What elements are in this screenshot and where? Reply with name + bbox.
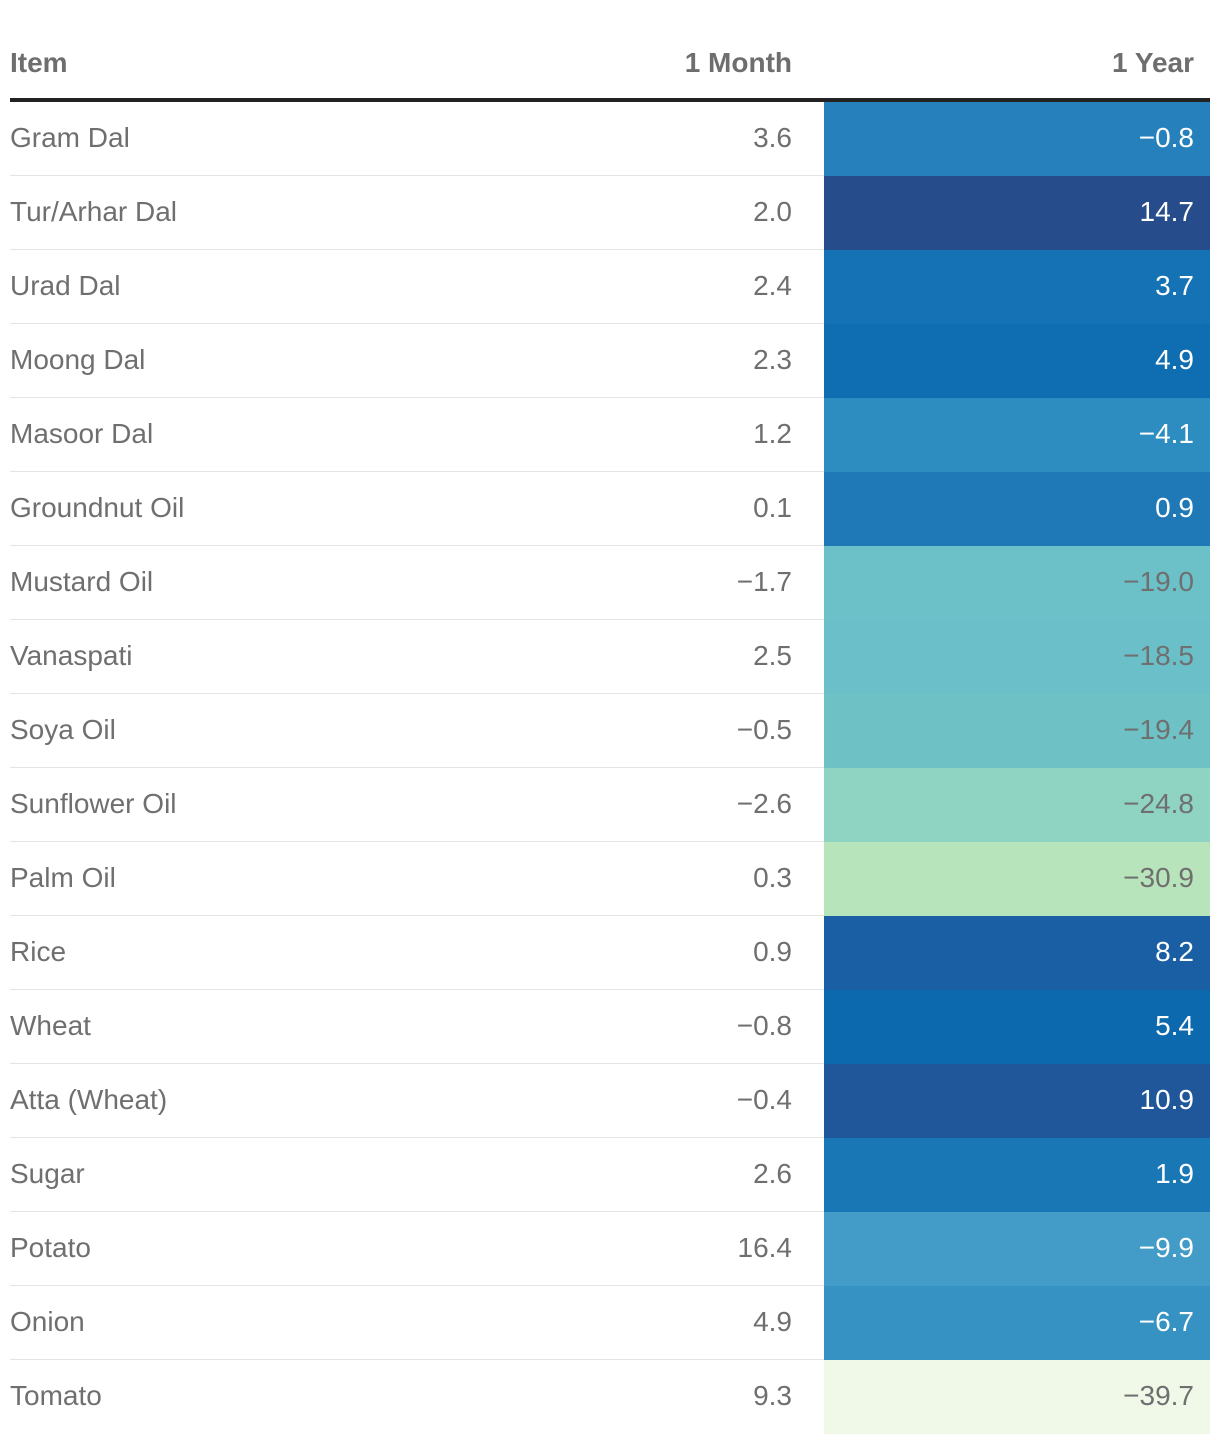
- table-row: Palm Oil 0.3 −30.9: [10, 842, 1210, 916]
- column-header-1-month: 1 Month: [684, 47, 792, 78]
- cell-1-month-value: 2.6: [753, 1158, 792, 1189]
- cell-1-year-value: 1.9: [824, 1138, 1210, 1212]
- table-row: Atta (Wheat) −0.4 10.9: [10, 1064, 1210, 1138]
- cell-item-name: Sugar: [10, 1158, 85, 1189]
- cell-1-year-value: 14.7: [824, 176, 1210, 250]
- cell-1-month-value: 2.4: [753, 270, 792, 301]
- cell-1-month-value: 9.3: [753, 1380, 792, 1411]
- cell-item-name: Mustard Oil: [10, 566, 154, 597]
- table-row: Rice 0.9 8.2: [10, 916, 1210, 990]
- cell-item-name: Onion: [10, 1306, 85, 1337]
- cell-1-year-value: −9.9: [824, 1212, 1210, 1286]
- table-row: Tur/Arhar Dal 2.0 14.7: [10, 176, 1210, 250]
- cell-1-month-value: 1.2: [753, 418, 792, 449]
- table-row: Masoor Dal 1.2 −4.1: [10, 398, 1210, 472]
- column-header-1-year: 1 Year: [1111, 47, 1194, 78]
- cell-item-name: Wheat: [10, 1010, 91, 1041]
- cell-1-year-value: 10.9: [824, 1064, 1210, 1138]
- cell-1-month-value: 2.3: [753, 344, 792, 375]
- cell-1-year-value: −6.7: [824, 1286, 1210, 1360]
- cell-item-name: Gram Dal: [10, 122, 130, 153]
- price-change-table: Item 1 Month 1 Year Gram Dal 3.6 −0.8 Tur/A…: [10, 0, 1210, 1434]
- cell-1-year-value: 0.9: [824, 472, 1210, 546]
- table-row: Sunflower Oil −2.6 −24.8: [10, 768, 1210, 842]
- cell-1-year-value: −30.9: [824, 842, 1210, 916]
- cell-1-month-value: 0.1: [753, 492, 792, 523]
- cell-item-name: Soya Oil: [10, 714, 116, 745]
- cell-1-year-value: 8.2: [824, 916, 1210, 990]
- cell-1-month-value: 0.9: [753, 936, 792, 967]
- cell-1-year-value: −24.8: [824, 768, 1210, 842]
- cell-item-name: Tomato: [10, 1380, 102, 1411]
- cell-item-name: Masoor Dal: [10, 418, 154, 449]
- cell-1-month-value: 16.4: [737, 1232, 793, 1263]
- cell-item-name: Urad Dal: [10, 270, 121, 301]
- cell-1-month-value: 4.9: [753, 1306, 792, 1337]
- cell-1-month-value: 2.5: [753, 640, 792, 671]
- cell-1-month-value: −1.7: [736, 566, 792, 597]
- cell-item-name: Groundnut Oil: [10, 492, 185, 523]
- cell-1-month-value: −0.5: [736, 714, 792, 745]
- cell-item-name: Atta (Wheat): [10, 1084, 168, 1115]
- cell-item-name: Tur/Arhar Dal: [10, 196, 178, 227]
- table-row: Tomato 9.3 −39.7: [10, 1360, 1210, 1434]
- table-row: Moong Dal 2.3 4.9: [10, 324, 1210, 398]
- table-header: Item 1 Month 1 Year: [10, 0, 1210, 102]
- cell-1-month-value: −0.4: [736, 1084, 792, 1115]
- cell-item-name: Potato: [10, 1232, 91, 1263]
- table-row: Urad Dal 2.4 3.7: [10, 250, 1210, 324]
- table-row: Groundnut Oil 0.1 0.9: [10, 472, 1210, 546]
- cell-1-year-value: 3.7: [824, 250, 1210, 324]
- cell-item-name: Vanaspati: [10, 640, 133, 671]
- table-row: Gram Dal 3.6 −0.8: [10, 102, 1210, 176]
- cell-1-month-value: 2.0: [753, 196, 792, 227]
- cell-1-year-value: 4.9: [824, 324, 1210, 398]
- table-row: Wheat −0.8 5.4: [10, 990, 1210, 1064]
- cell-item-name: Sunflower Oil: [10, 788, 177, 819]
- cell-item-name: Moong Dal: [10, 344, 146, 375]
- table-row: Mustard Oil −1.7 −19.0: [10, 546, 1210, 620]
- cell-1-year-value: −0.8: [824, 102, 1210, 176]
- table-row: Vanaspati 2.5 −18.5: [10, 620, 1210, 694]
- cell-item-name: Rice: [10, 936, 67, 967]
- cell-1-year-value: −19.0: [824, 546, 1210, 620]
- column-header-item: Item: [10, 47, 68, 78]
- cell-1-month-value: 0.3: [753, 862, 792, 893]
- table-row: Soya Oil −0.5 −19.4: [10, 694, 1210, 768]
- cell-1-year-value: −19.4: [824, 694, 1210, 768]
- cell-1-month-value: 3.6: [753, 122, 792, 153]
- cell-1-year-value: 5.4: [824, 990, 1210, 1064]
- cell-1-year-value: −18.5: [824, 620, 1210, 694]
- table-row: Sugar 2.6 1.9: [10, 1138, 1210, 1212]
- cell-1-month-value: −2.6: [736, 788, 792, 819]
- cell-1-year-value: −4.1: [824, 398, 1210, 472]
- table-row: Potato 16.4 −9.9: [10, 1212, 1210, 1286]
- table-row: Onion 4.9 −6.7: [10, 1286, 1210, 1360]
- table-body: Gram Dal 3.6 −0.8 Tur/Arhar Dal 2.0 14.7 Urad …: [10, 102, 1210, 1434]
- cell-1-year-value: −39.7: [824, 1360, 1210, 1434]
- cell-item-name: Palm Oil: [10, 862, 116, 893]
- cell-1-month-value: −0.8: [736, 1010, 792, 1041]
